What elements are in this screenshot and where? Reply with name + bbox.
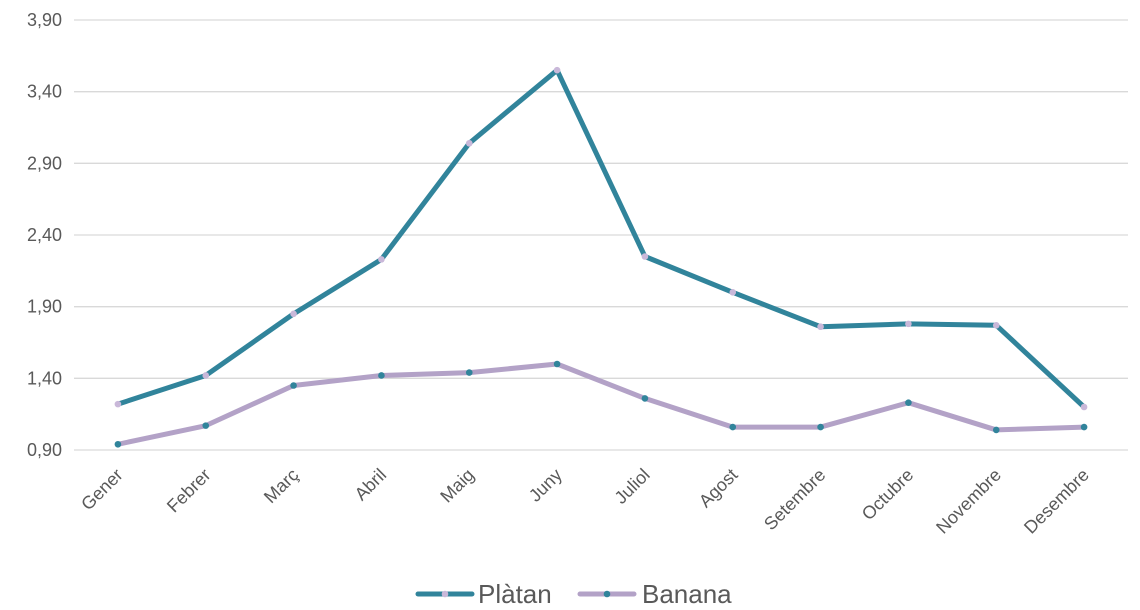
x-tick-label: Novembre	[932, 465, 1005, 538]
series-line	[115, 67, 1087, 410]
series-line	[115, 361, 1087, 447]
data-point	[641, 395, 649, 402]
data-point	[290, 382, 297, 389]
series-lines	[114, 66, 1088, 448]
y-axis-tick-labels: 0,90 1,40 1,90 2,40 2,90 3,40 3,90	[27, 10, 62, 460]
data-point	[729, 423, 737, 431]
series-platan	[114, 66, 1088, 411]
y-tick-label: 1,40	[27, 368, 62, 388]
y-tick-label: 3,90	[27, 10, 62, 30]
data-point	[817, 323, 824, 331]
data-point	[817, 423, 824, 431]
y-tick-label: 0,90	[27, 440, 62, 460]
x-tick-label: Setembre	[760, 465, 829, 534]
data-point	[465, 139, 473, 147]
x-tick-label: Maig	[436, 465, 478, 507]
data-point	[378, 372, 385, 379]
data-point	[378, 256, 385, 263]
legend-label: Plàtan	[478, 579, 552, 609]
y-tick-label: 1,90	[27, 297, 62, 317]
data-point	[202, 422, 210, 429]
data-point	[114, 400, 122, 408]
x-tick-label: Juliol	[611, 465, 654, 508]
legend-item: Plàtan	[415, 579, 552, 609]
y-tick-label: 2,90	[27, 153, 62, 173]
x-tick-label: Juny	[525, 465, 566, 506]
x-tick-label: Agost	[695, 465, 742, 512]
data-point	[905, 399, 912, 407]
data-point	[114, 440, 122, 448]
legend-marker	[441, 590, 449, 598]
x-tick-label: Abril	[351, 465, 391, 505]
data-point	[202, 372, 210, 379]
series-banana	[114, 360, 1088, 448]
legend-marker	[603, 590, 611, 598]
data-point	[465, 369, 473, 376]
y-tick-label: 3,40	[27, 82, 62, 102]
data-point	[553, 360, 561, 368]
x-tick-label: Març	[260, 465, 302, 507]
data-point	[729, 289, 737, 296]
x-axis-tick-labels: Gener Febrer Març Abril Maig Juny Juliol Agost S…	[77, 465, 1093, 538]
x-tick-label: Octubre	[858, 465, 917, 524]
legend-item: Banana	[577, 579, 732, 609]
legend-label: Banana	[642, 579, 732, 609]
gridlines	[74, 19, 1128, 451]
data-point	[553, 66, 561, 74]
x-tick-label: Febrer	[163, 465, 215, 517]
data-point	[641, 253, 649, 260]
data-point	[992, 322, 1000, 329]
data-point	[1080, 423, 1088, 431]
data-point	[992, 426, 1000, 434]
x-tick-label: Desembre	[1020, 465, 1093, 538]
data-point	[905, 320, 912, 328]
data-point	[1080, 403, 1088, 411]
y-tick-label: 2,40	[27, 225, 62, 245]
x-tick-label: Gener	[77, 465, 127, 515]
legend: Plàtan Banana	[415, 579, 732, 609]
data-point	[290, 310, 297, 318]
